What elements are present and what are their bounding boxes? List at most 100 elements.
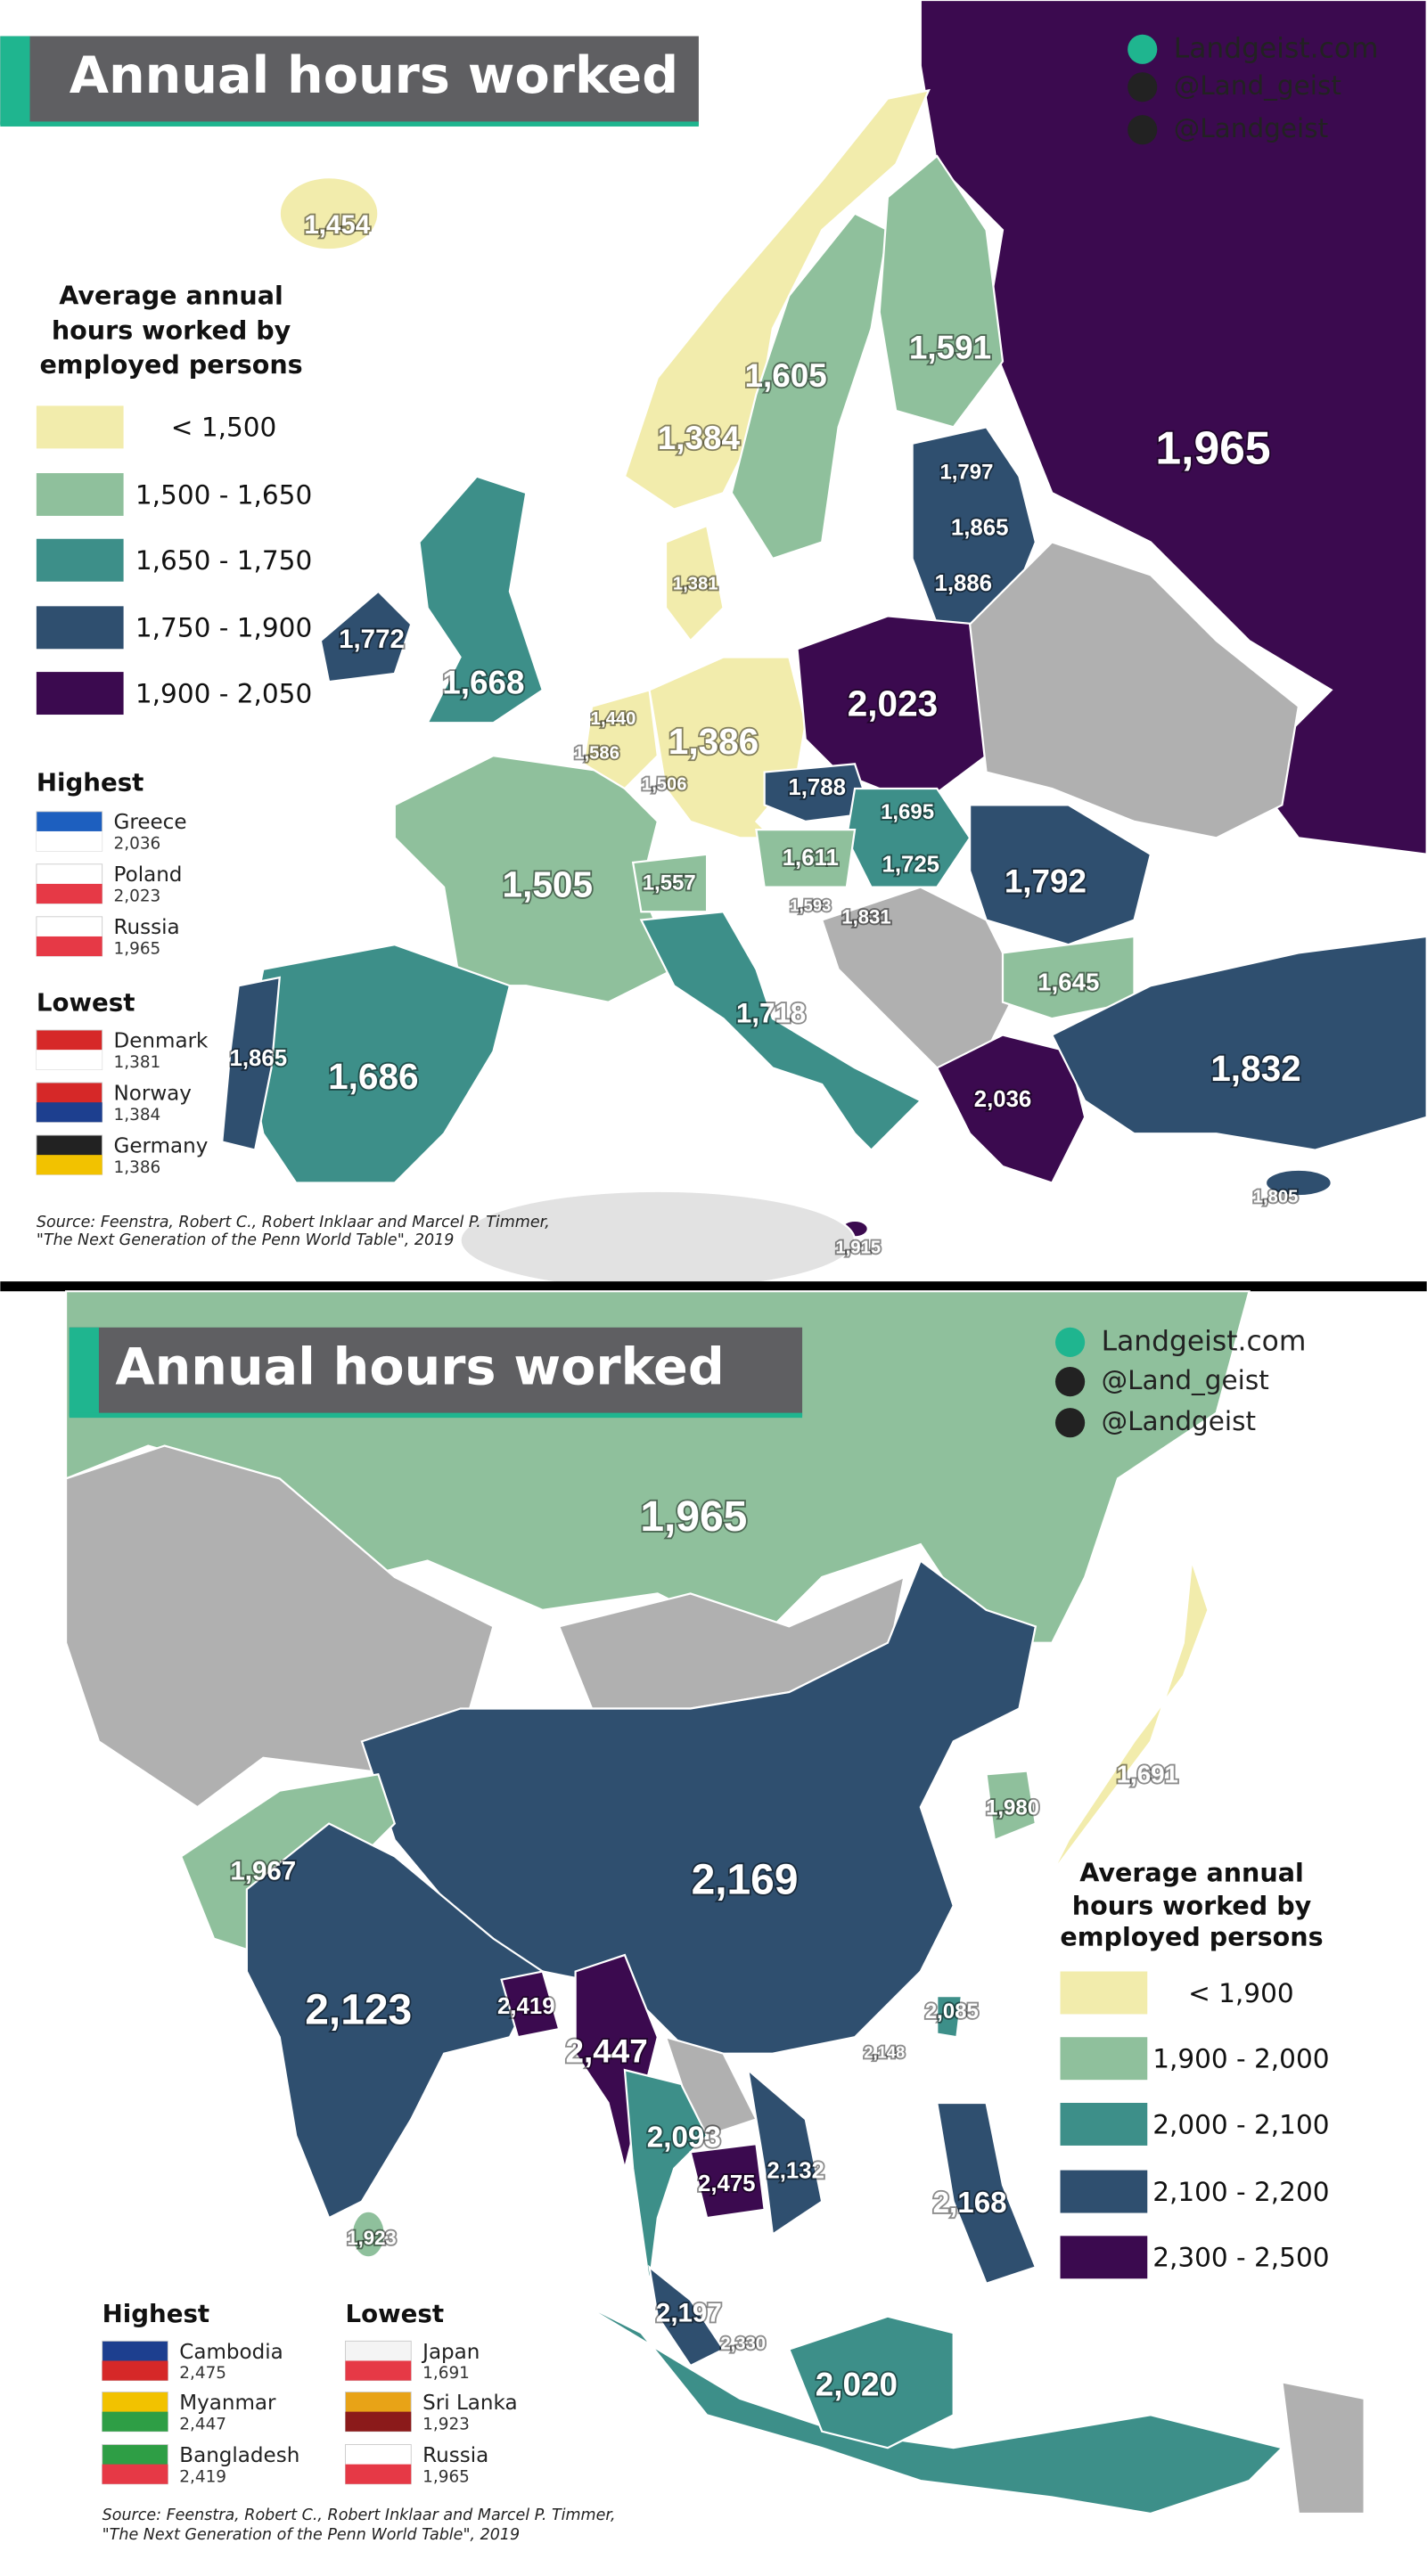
legend-title: employed persons [39,349,302,380]
flag-band [102,2360,168,2381]
asia-panel: Annual hours worked Landgeist.com @Land_ge… [69,1325,1330,2544]
source: "The Next Generation of the Penn World T… [37,1231,455,1249]
country-label: 1,611 [783,846,839,871]
country-label: 2,419 [497,1994,555,2019]
separator [0,1281,1427,1292]
country-label: 1,645 [1037,969,1099,996]
lowest-title: Lowest [37,988,135,1018]
link-icon [1128,34,1158,64]
country-label: 2,330 [720,2334,766,2353]
flag-band [345,2411,412,2432]
source: Source: Feenstra, Robert C., Robert Inkl… [37,1214,550,1231]
legend-title: hours worked by [1072,1891,1312,1921]
link: Landgeist.com [1174,32,1379,64]
legend-label: < 1,900 [1188,1978,1294,2008]
country-name: Cambodia [179,2341,283,2364]
country-label: 1,915 [835,1239,881,1258]
flag-band [36,883,103,904]
country-label: 2,093 [647,2121,721,2154]
country-label: 1,788 [788,775,846,800]
legend-swatch [1060,2170,1148,2213]
country-name: Germany [114,1134,209,1157]
country-value: 2,475 [179,2364,226,2383]
country-label: 2,447 [566,2032,648,2069]
country-value: 1,386 [114,1158,161,1177]
country-value: 1,965 [114,940,161,959]
country-label: 1,832 [1210,1048,1300,1089]
link-icon [1128,72,1158,102]
country-label: 2,169 [692,1857,799,1904]
legend-swatch [1060,2103,1148,2146]
lowest-title: Lowest [346,2299,445,2328]
country-value: 2,447 [179,2415,226,2433]
country-label: 1,831 [841,906,890,928]
country-label: 1,454 [304,210,370,240]
country-value: 1,691 [422,2364,470,2383]
legend-label: 2,100 - 2,200 [1152,2177,1329,2207]
country-label: 1,591 [909,329,991,365]
legend-swatch [36,606,124,650]
country-label: 1,967 [230,1857,296,1886]
country-label: 1,381 [673,575,718,594]
country-value: 1,384 [114,1106,161,1124]
link-icon [1055,1327,1086,1357]
country-value: 1,381 [114,1053,161,1072]
legend-swatch [36,538,124,582]
legend-swatch [36,672,124,716]
country-label: 1,386 [668,721,759,762]
link: @Land_geist [1174,70,1341,101]
legend-label: 2,300 - 2,500 [1152,2243,1329,2273]
europe-panel: Annual hours worked Landgeist.com @Land_ge… [0,32,1379,1259]
country-label: 1,980 [986,1795,1039,1820]
country-label: 1,593 [790,896,831,915]
title-banner [0,36,699,126]
country-label: 2,168 [933,2187,1007,2220]
country-label: 1,865 [230,1046,288,1071]
country-label: 1,718 [736,998,806,1029]
country-label: 1,557 [643,871,696,895]
country-label: 1,886 [934,571,992,596]
country-label: 1,505 [503,863,593,904]
legend-title: hours worked by [52,315,291,345]
legend-label: 1,500 - 1,650 [135,479,312,510]
link: Landgeist.com [1102,1325,1307,1357]
legend-swatch [1060,2236,1148,2279]
country-label: 1,772 [339,625,405,654]
source: "The Next Generation of the Penn World T… [103,2526,521,2544]
legend-swatch [1060,2037,1148,2081]
country-label: 1,691 [1117,1760,1178,1787]
title-underline [69,1412,803,1419]
flag-band [36,830,103,852]
country-name: Bangladesh [179,2444,299,2467]
country-name: Russia [422,2444,488,2467]
country-label: 1,923 [347,2227,396,2249]
legend-label: 1,650 - 1,750 [135,545,312,576]
country-label: 1,792 [1005,863,1087,900]
link: @Land_geist [1102,1365,1269,1395]
country-name: Sri Lanka [422,2392,517,2415]
legend-swatch [36,405,124,449]
country-label: 2,023 [848,683,938,724]
legend-swatch [36,473,124,516]
country-name: Norway [114,1082,192,1105]
legend-title: Average annual [1079,1858,1304,1888]
country-label: 1,686 [328,1056,418,1097]
highest-title: Highest [37,767,144,797]
country-label: 1,865 [951,516,1009,541]
country-label: 2,123 [305,1986,412,2033]
title-accent [69,1327,99,1417]
content: Annual hours worked Landgeist.com @Land_ge… [0,32,1378,2544]
link-icon [1055,1367,1086,1397]
country-name: Poland [114,863,183,887]
country-label: 1,805 [1253,1187,1299,1206]
country-label: 2,020 [816,2367,898,2403]
country-label: 1,797 [939,460,993,484]
flag-band [345,2464,412,2484]
country-label: 1,605 [745,357,827,394]
flag-band [36,936,103,957]
legend-label: 1,900 - 2,050 [135,678,312,708]
flag-band [36,1050,103,1070]
country-label: 1,586 [574,744,619,764]
country-label: 1,695 [881,800,934,824]
